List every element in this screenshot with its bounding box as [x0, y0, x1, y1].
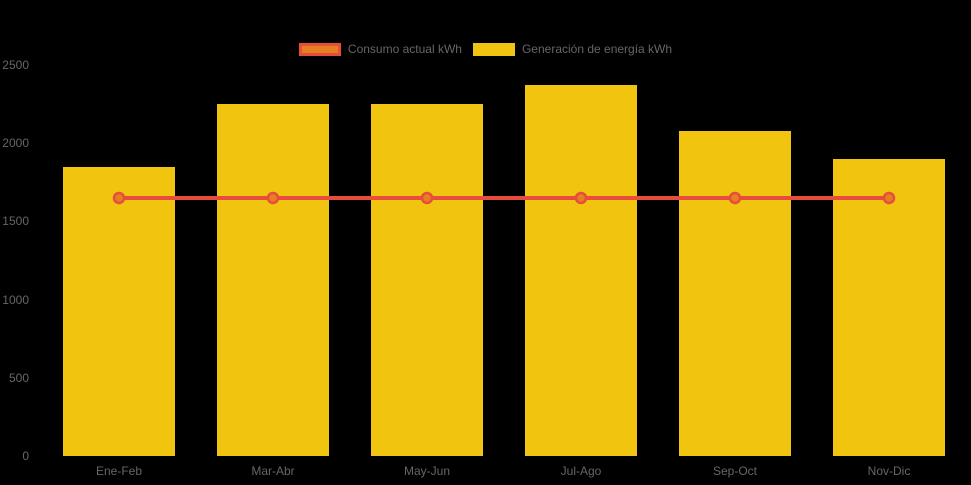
line-point[interactable] — [266, 191, 280, 205]
line-point[interactable] — [574, 191, 588, 205]
line-point[interactable] — [420, 191, 434, 205]
line-point[interactable] — [882, 191, 896, 205]
bar-ene-feb[interactable] — [63, 166, 175, 456]
y-tick-label: 0 — [22, 449, 29, 463]
y-tick-label: 2000 — [2, 136, 29, 151]
x-tick-label: Sep-Oct — [712, 464, 758, 478]
bar-nov-dic[interactable] — [833, 158, 945, 456]
legend-item[interactable]: Generación de energía kWh — [472, 42, 673, 56]
y-tick-label: 1500 — [2, 214, 29, 229]
x-tick-label: Jul-Ago — [560, 464, 602, 478]
legend-label: Consumo actual kWh — [347, 42, 462, 56]
legend-item[interactable]: Consumo actual kWh — [298, 42, 462, 56]
y-axis: 0 500 1000 1500 2000 2500 — [0, 58, 29, 463]
x-axis: Ene-Feb Mar-Abr May-Jun Jul-Ago Sep-Oct Nov-D… — [42, 464, 966, 484]
y-tick-label: 1000 — [2, 292, 29, 307]
y-tick-label: 2500 — [2, 58, 29, 72]
x-tick-label: May-Jun — [403, 464, 451, 478]
y-tick-label: 500 — [8, 370, 29, 385]
x-tick-label: Mar-Abr — [251, 464, 295, 478]
x-tick-label: Ene-Feb — [95, 464, 143, 478]
legend-label: Generación de energía kWh — [521, 42, 673, 56]
bar-may-jun[interactable] — [371, 104, 483, 456]
bar-mar-abr[interactable] — [217, 104, 329, 456]
chart-legend: Consumo actual kWh Generación de energía … — [0, 42, 971, 56]
x-tick-label: Nov-Dic — [867, 464, 911, 478]
line-point[interactable] — [728, 191, 742, 205]
bar-sep-oct[interactable] — [679, 130, 791, 456]
bar-jul-ago[interactable] — [525, 85, 637, 456]
line-point[interactable] — [112, 191, 126, 205]
consumption-line-series — [112, 191, 896, 205]
legend-swatch-icon — [298, 42, 341, 56]
legend-swatch-icon — [472, 42, 515, 56]
plot-area — [42, 65, 966, 456]
